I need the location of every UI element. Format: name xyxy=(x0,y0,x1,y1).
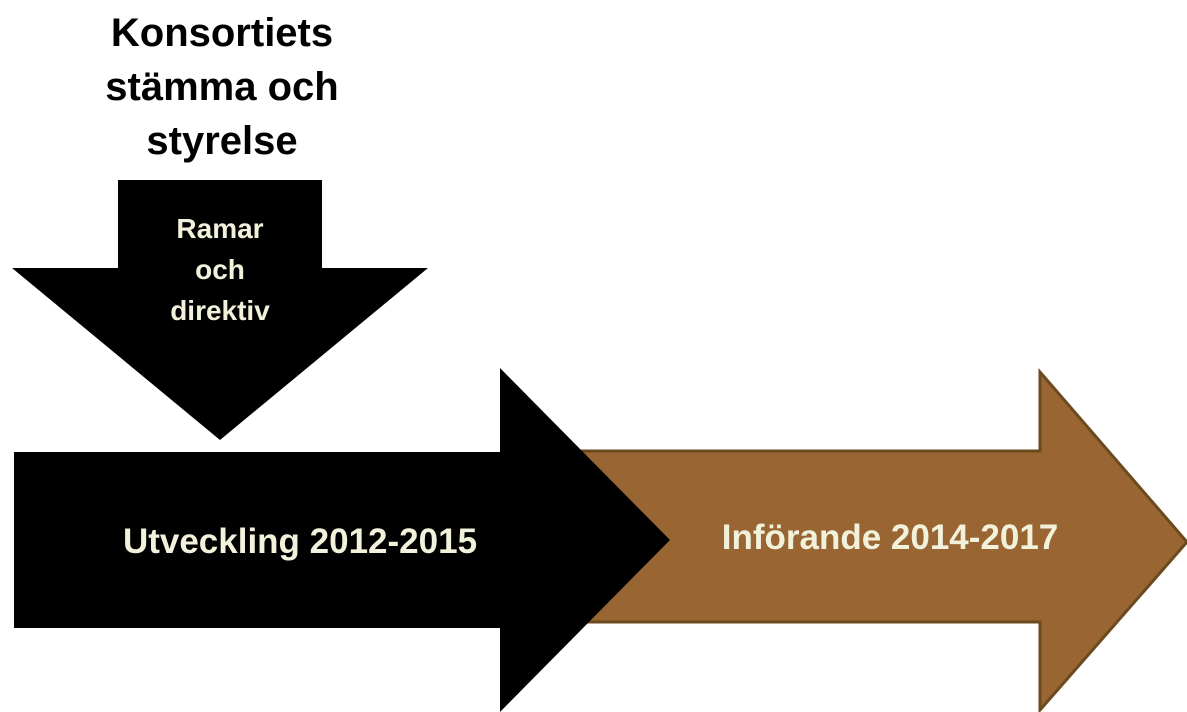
heading-line: styrelse xyxy=(146,119,298,163)
heading-line: Konsortiets xyxy=(110,11,334,55)
down-arrow-label-line: direktiv xyxy=(170,295,270,326)
down-arrow-label-line: Ramar xyxy=(176,213,264,244)
down-arrow-label-line: och xyxy=(195,254,245,285)
ramar-och-direktiv-label: Ramar och direktiv xyxy=(120,208,320,331)
inforande-label: Införande 2014-2017 xyxy=(721,518,1059,557)
inforande-arrow xyxy=(558,367,1187,712)
consortium-heading: Konsortiets stämma och styrelse xyxy=(62,6,382,168)
ramar-down-arrow xyxy=(12,180,428,440)
heading-line: stämma och xyxy=(105,65,339,109)
utveckling-arrow xyxy=(14,368,670,712)
utveckling-label: Utveckling 2012-2015 xyxy=(122,522,478,561)
